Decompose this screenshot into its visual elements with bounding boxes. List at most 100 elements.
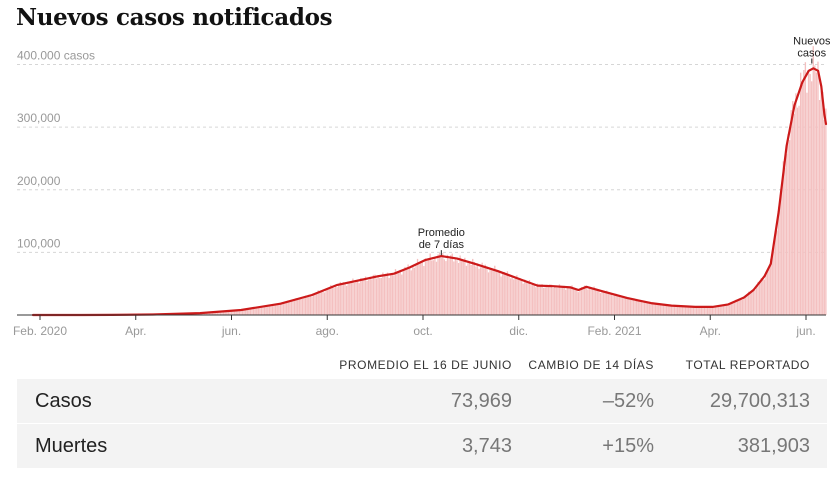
daily-bar [730, 302, 732, 315]
daily-bar [613, 293, 616, 315]
daily-bar [817, 61, 819, 316]
daily-bar [483, 267, 485, 315]
daily-bar [522, 283, 524, 315]
daily-bar [279, 304, 282, 315]
daily-bar [766, 271, 769, 315]
daily-bar [539, 286, 542, 315]
daily-bar [683, 305, 685, 315]
daily-bar [303, 297, 305, 315]
daily-bar [427, 259, 430, 315]
daily-bar [807, 71, 810, 315]
daily-bar [680, 305, 682, 315]
daily-bar [565, 289, 567, 315]
daily-bar [492, 270, 494, 315]
daily-bar [710, 306, 712, 315]
daily-bar [484, 264, 487, 315]
daily-bar [407, 264, 409, 315]
daily-bar [677, 306, 679, 315]
daily-bar [543, 287, 545, 315]
daily-bar [229, 310, 231, 315]
daily-bar [563, 285, 565, 315]
daily-bar [210, 312, 212, 315]
daily-bar [585, 286, 587, 315]
daily-bar [658, 303, 660, 315]
daily-bar [338, 284, 340, 315]
daily-bar [290, 301, 293, 315]
daily-bar [434, 257, 436, 315]
daily-bar [654, 304, 657, 315]
daily-bar [729, 304, 731, 315]
daily-bar [368, 280, 370, 315]
daily-bar [227, 310, 230, 315]
daily-bar [494, 265, 496, 315]
daily-bar [656, 304, 658, 315]
daily-bar [815, 72, 818, 315]
daily-bar [557, 287, 559, 315]
daily-bar [718, 305, 720, 315]
gridlines [17, 64, 826, 253]
daily-bar [448, 259, 450, 315]
daily-bar [511, 275, 513, 315]
daily-bar [265, 305, 267, 315]
daily-bar [256, 307, 258, 315]
daily-bar [758, 282, 761, 315]
daily-bar [320, 291, 323, 315]
daily-bar [420, 260, 422, 315]
daily-bar [576, 288, 578, 315]
header-change: CAMBIO DE 14 DÍAS [528, 358, 654, 372]
daily-bar [615, 293, 617, 315]
y-tick-label: 200,000 [17, 174, 61, 188]
daily-bar [323, 292, 326, 315]
daily-bar [473, 261, 475, 315]
daily-bar [785, 154, 788, 315]
daily-bar [806, 92, 808, 315]
daily-bar [438, 253, 441, 315]
daily-bar [610, 293, 613, 315]
daily-bar [781, 185, 783, 315]
daily-bar [380, 277, 382, 315]
daily-bar [591, 288, 594, 315]
daily-bar [276, 304, 278, 315]
daily-bar [235, 310, 237, 315]
daily-bar [260, 306, 263, 315]
daily-bar [352, 278, 354, 315]
daily-bar [457, 263, 460, 315]
daily-bar [754, 290, 756, 315]
daily-bar [490, 270, 493, 315]
daily-bar [468, 261, 471, 315]
daily-bar [334, 285, 337, 315]
daily-bar [714, 306, 717, 315]
daily-bar [519, 278, 521, 315]
daily-bar [520, 280, 523, 315]
daily-bar [435, 261, 438, 315]
row-label: Casos [35, 390, 92, 412]
daily-bar [681, 306, 684, 315]
daily-bar [360, 277, 362, 315]
daily-bar [361, 278, 364, 315]
daily-bar [271, 305, 274, 315]
daily-bar [667, 305, 669, 315]
daily-bar [823, 119, 825, 315]
daily-bar [555, 287, 557, 315]
daily-bar [489, 268, 491, 315]
daily-bar [328, 288, 330, 315]
daily-bar [818, 100, 821, 315]
daily-bar [374, 274, 376, 315]
daily-bar [252, 307, 255, 315]
daily-bar [607, 293, 609, 315]
daily-bar [770, 258, 772, 315]
daily-bar [432, 260, 434, 315]
daily-bar [673, 305, 676, 315]
daily-bar [464, 257, 466, 315]
daily-bars [82, 46, 827, 316]
daily-bar [572, 288, 575, 315]
annotation-text: Nuevos [793, 36, 830, 48]
y-tick-label: 300,000 [17, 111, 61, 125]
daily-bar [467, 263, 469, 315]
daily-bar [248, 308, 250, 315]
daily-bar [287, 300, 289, 315]
daily-bar [639, 300, 641, 315]
daily-bar [215, 311, 217, 315]
daily-bar [437, 254, 439, 315]
